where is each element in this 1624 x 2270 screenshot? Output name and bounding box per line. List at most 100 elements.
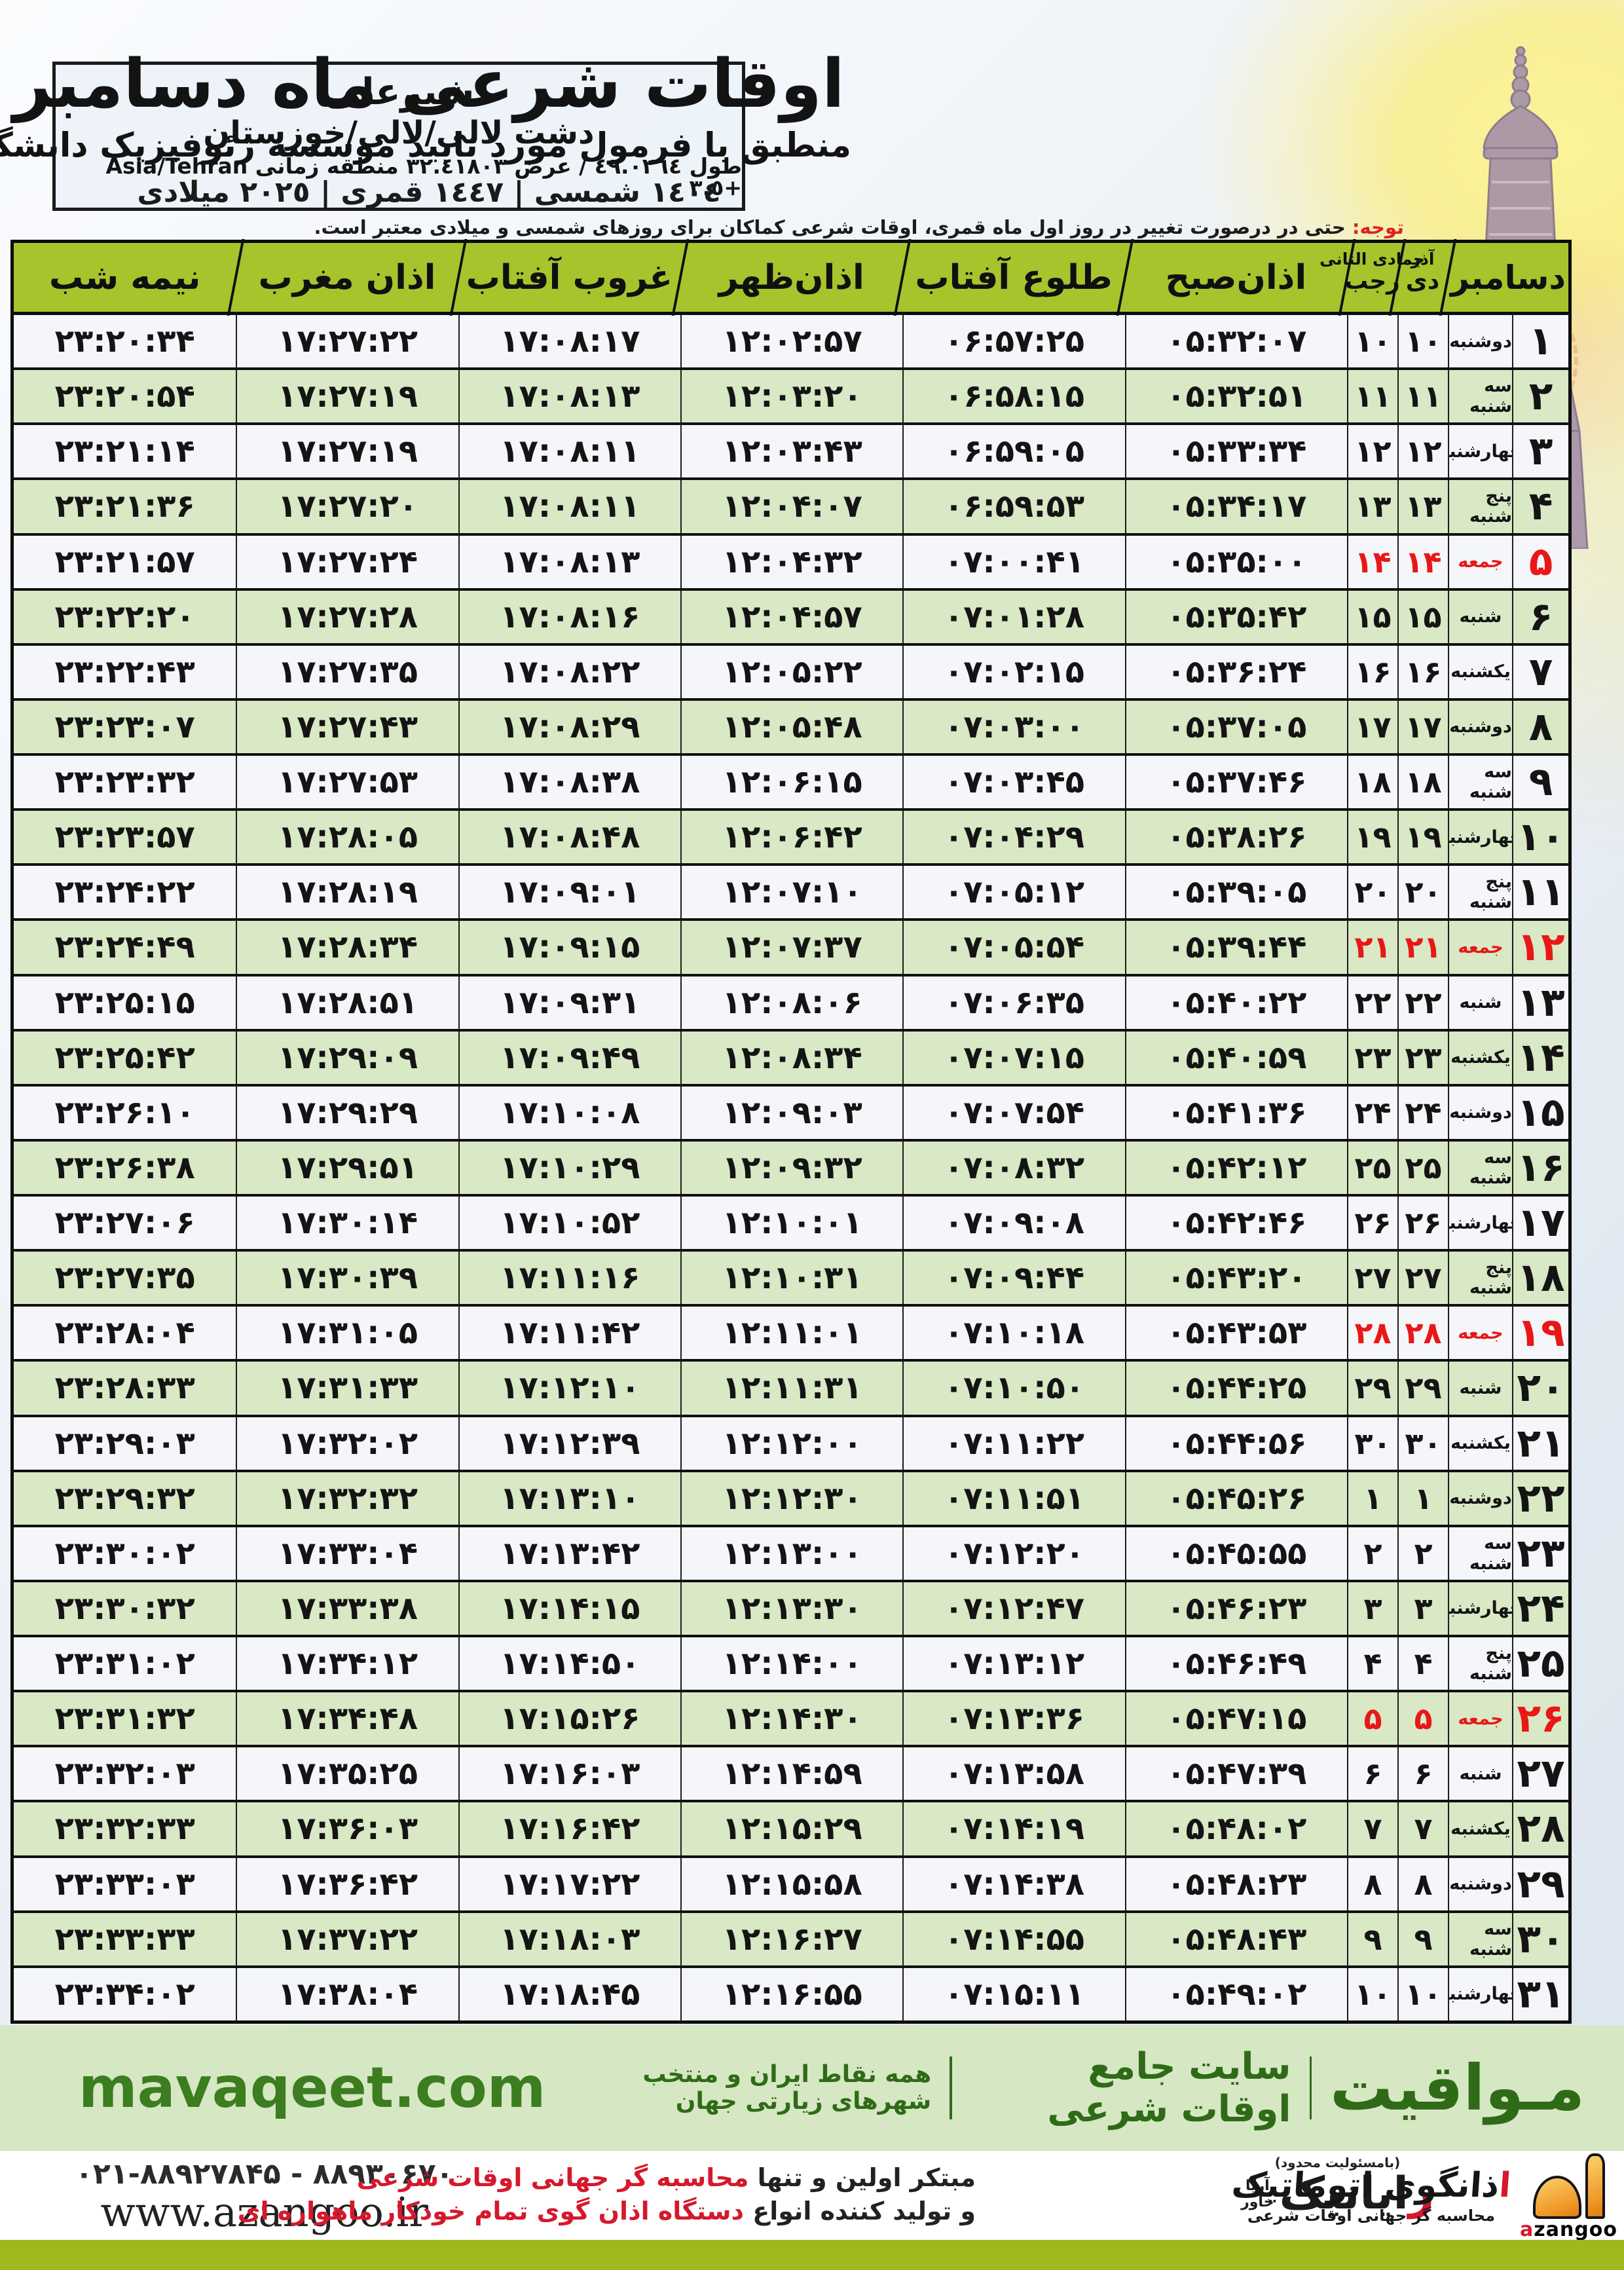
- table-row: ۳۱ چهارشنبه ۱۰ ۱۰ ۰۵:۴۹:۰۲ ۰۷:۱۵:۱۱ ۱۲:۱…: [14, 1967, 1568, 2020]
- persian-month-day: ۱۰: [1397, 1967, 1448, 2020]
- dhuhr-time: ۱۲:۱۳:۰۰: [680, 1527, 902, 1580]
- promo2-red: دستگاه اذان گوی تمام خودکار ماهواره ای: [237, 2197, 745, 2226]
- sunrise-time: ۰۷:۰۴:۲۹: [902, 811, 1124, 864]
- midnight-time: ۲۳:۲۵:۴۲: [54, 1039, 195, 1076]
- midnight-time: ۲۳:۲۳:۳۲: [54, 764, 195, 801]
- maghrib-time: ۱۷:۲۹:۲۹: [236, 1086, 458, 1139]
- sunset-time: ۱۷:۰۸:۱۱: [458, 425, 680, 478]
- midnight-time: ۲۳:۲۰:۵۴: [54, 378, 195, 415]
- midnight-time: ۲۳:۲۹:۳۲: [54, 1479, 195, 1517]
- sunset-time: ۱۷:۱۴:۵۰: [458, 1637, 680, 1690]
- fajr-time: ۰۵:۴۸:۲۳: [1124, 1857, 1347, 1910]
- weekday-name: پنج شنبه: [1448, 866, 1512, 919]
- persian-month-day: ۲۶: [1397, 1197, 1448, 1250]
- table-row: ۱ دوشنبه ۱۰ ۱۰ ۰۵:۳۲:۰۷ ۰۶:۵۷:۲۵ ۱۲:۰۲:۵…: [14, 315, 1568, 371]
- persian-month-day: ۲۹: [1397, 1362, 1448, 1415]
- sunrise-time: ۰۷:۰۰:۴۱: [902, 535, 1124, 588]
- midnight-time: ۲۳:۳۰:۳۲: [54, 1590, 195, 1627]
- hijri-month-day: ۱۳: [1347, 480, 1397, 533]
- sunrise-time: ۰۶:۵۹:۵۳: [902, 480, 1124, 533]
- december-day-number: ۲۶: [1512, 1692, 1568, 1745]
- table-row: ۱۷ چهارشنبه ۲۶ ۲۶ ۰۵:۴۲:۴۶ ۰۷:۰۹:۰۸ ۱۲:۱…: [14, 1197, 1568, 1252]
- dhuhr-time: ۱۲:۰۴:۰۷: [680, 480, 902, 533]
- hijri-month-day: ۴: [1347, 1637, 1397, 1690]
- sunrise-time: ۰۷:۱۴:۳۸: [902, 1857, 1124, 1910]
- dhuhr-time: ۱۲:۱۵:۵۸: [680, 1857, 902, 1910]
- december-day-number: ۲۸: [1512, 1802, 1568, 1855]
- dhuhr-time: ۱۲:۰۵:۴۸: [680, 700, 902, 753]
- location-region: دشت لالی/لالی/خوزستان: [203, 115, 595, 151]
- hijri-month-day: ۶: [1347, 1747, 1397, 1800]
- footer-divider: [950, 2056, 952, 2119]
- hijri-month-day: ۳۰: [1347, 1417, 1397, 1470]
- sunrise-time: ۰۶:۵۹:۰۵: [902, 425, 1124, 478]
- sunrise-time: ۰۷:۱۱:۵۱: [902, 1472, 1124, 1525]
- table-row: ۱۰ چهارشنبه ۱۹ ۱۹ ۰۵:۳۸:۲۶ ۰۷:۰۴:۲۹ ۱۲:۰…: [14, 811, 1568, 866]
- minaret-icon: [1585, 2153, 1605, 2219]
- hijri-month-day: ۲۷: [1347, 1252, 1397, 1305]
- calendar-years: ١٤٠٤ شمسی | ١٤٤٧ قمری | ٢٠٢٥ میلادی: [137, 176, 721, 210]
- midnight-time: ۲۳:۲۸:۰۴: [54, 1314, 195, 1352]
- weekday-name: چهارشنبه: [1448, 1967, 1512, 2020]
- rayanik-rest: ایانیک: [1279, 2168, 1409, 2220]
- azangoo-latin-wordmark: azangoo: [1520, 2220, 1617, 2240]
- weekday-name: دوشنبه: [1448, 1857, 1512, 1910]
- table-row: ۲۱ یکشنبه ۳۰ ۳۰ ۰۵:۴۴:۵۶ ۰۷:۱۱:۲۲ ۱۲:۱۲:…: [14, 1417, 1568, 1472]
- fajr-time: ۰۵:۳۵:۰۰: [1124, 535, 1347, 588]
- hijri-month-day: ۱۱: [1347, 370, 1397, 423]
- fajr-time: ۰۵:۴۵:۵۵: [1124, 1527, 1347, 1580]
- weekday-name: سه شنبه: [1448, 1527, 1512, 1580]
- sunset-time: ۱۷:۰۹:۰۱: [458, 866, 680, 919]
- dome-icon: [1532, 2176, 1581, 2219]
- column-header-dhuhr: اذان‌ظهر: [680, 239, 912, 316]
- page-subtitle: منطبق با فرمول مورد تایید موسسه ژئوفیزیک…: [0, 126, 851, 166]
- column-header-midnight: نیمه شب: [14, 239, 245, 316]
- dhuhr-time: ۱۲:۱۴:۰۰: [680, 1637, 902, 1690]
- promo1-red: محاسبه گر جهانی اوقات شرعی: [356, 2163, 749, 2192]
- midnight-time: ۲۳:۳۴:۰۲: [54, 1975, 195, 2013]
- fajr-time: ۰۵:۳۴:۱۷: [1124, 480, 1347, 533]
- fajr-time: ۰۵:۳۳:۳۴: [1124, 425, 1347, 478]
- fajr-time: ۰۵:۴۲:۴۶: [1124, 1197, 1347, 1250]
- december-day-number: ۳: [1512, 425, 1568, 478]
- midnight-time: ۲۳:۳۳:۰۳: [54, 1865, 195, 1903]
- maghrib-time: ۱۷:۳۱:۳۳: [236, 1362, 458, 1415]
- dhuhr-time: ۱۲:۱۶:۲۷: [680, 1912, 902, 1965]
- midnight-time: ۲۳:۲۳:۵۷: [54, 819, 195, 856]
- sunrise-time: ۰۷:۱۱:۲۲: [902, 1417, 1124, 1470]
- sunset-time: ۱۷:۰۸:۲۲: [458, 645, 680, 698]
- dhuhr-time: ۱۲:۰۴:۵۷: [680, 590, 902, 643]
- weekday-name: سه شنبه: [1448, 756, 1512, 809]
- sunrise-time: ۰۷:۰۷:۱۵: [902, 1031, 1124, 1084]
- sunrise-time: ۰۷:۰۶:۳۵: [902, 976, 1124, 1029]
- maghrib-time: ۱۷:۲۷:۲۲: [236, 315, 458, 368]
- sunrise-time: ۰۷:۰۲:۱۵: [902, 645, 1124, 698]
- fajr-time: ۰۵:۴۴:۵۶: [1124, 1417, 1347, 1470]
- sunset-time: ۱۷:۱۰:۲۹: [458, 1141, 680, 1194]
- column-header-maghrib: اذان مغرب: [236, 239, 468, 316]
- location-name: شیرعلی: [323, 71, 475, 113]
- column-header-midnight-label: نیمه شب: [48, 257, 201, 297]
- december-day-number: ۲۴: [1512, 1582, 1568, 1635]
- weekday-name: پنج شنبه: [1448, 480, 1512, 533]
- notice-text: حتی در درصورت تغییر در روز اول ماه قمری،…: [314, 216, 1352, 238]
- location-coordinates: طول ٤٩.٠٢٦٤ / عرض ٣٢.٤١٨٠٣ منطقه زمانی A…: [105, 153, 742, 200]
- table-row: ۱۶ سه شنبه ۲۵ ۲۵ ۰۵:۴۲:۱۲ ۰۷:۰۸:۳۲ ۱۲:۰۹…: [14, 1141, 1568, 1197]
- fajr-time: ۰۵:۴۳:۵۳: [1124, 1307, 1347, 1360]
- rayanik-logo: (بامسئولیت محدود) رایانیک آریا خاور: [1241, 2155, 1434, 2216]
- december-day-number: ۷: [1512, 645, 1568, 698]
- sunrise-time: ۰۶:۵۸:۱۵: [902, 370, 1124, 423]
- hijri-month-day: ۲۶: [1347, 1197, 1397, 1250]
- azangoo-wordmark: اذانگوی اتوماتیک محاسبه گر جهانی اوقات ش…: [1230, 2166, 1512, 2225]
- maghrib-time: ۱۷:۲۸:۳۴: [236, 921, 458, 974]
- sunset-time: ۱۷:۰۸:۱۳: [458, 370, 680, 423]
- mavaqeet-url: mavaqeet.com: [79, 2055, 546, 2121]
- sunset-time: ۱۷:۰۹:۴۹: [458, 1031, 680, 1084]
- footer-tagline-main: سایت جامع اوقات شرعی: [1047, 2045, 1291, 2130]
- sunset-time: ۱۷:۰۸:۱۱: [458, 480, 680, 533]
- table-row: ۱۹ جمعه ۲۸ ۲۸ ۰۵:۴۳:۵۳ ۰۷:۱۰:۱۸ ۱۲:۱۱:۰۱…: [14, 1307, 1568, 1362]
- persian-month-day: ۱۰: [1397, 315, 1448, 368]
- sunset-time: ۱۷:۱۱:۱۶: [458, 1252, 680, 1305]
- rayanik-initial: ر: [1408, 2168, 1434, 2220]
- sunset-time: ۱۷:۱۳:۱۰: [458, 1472, 680, 1525]
